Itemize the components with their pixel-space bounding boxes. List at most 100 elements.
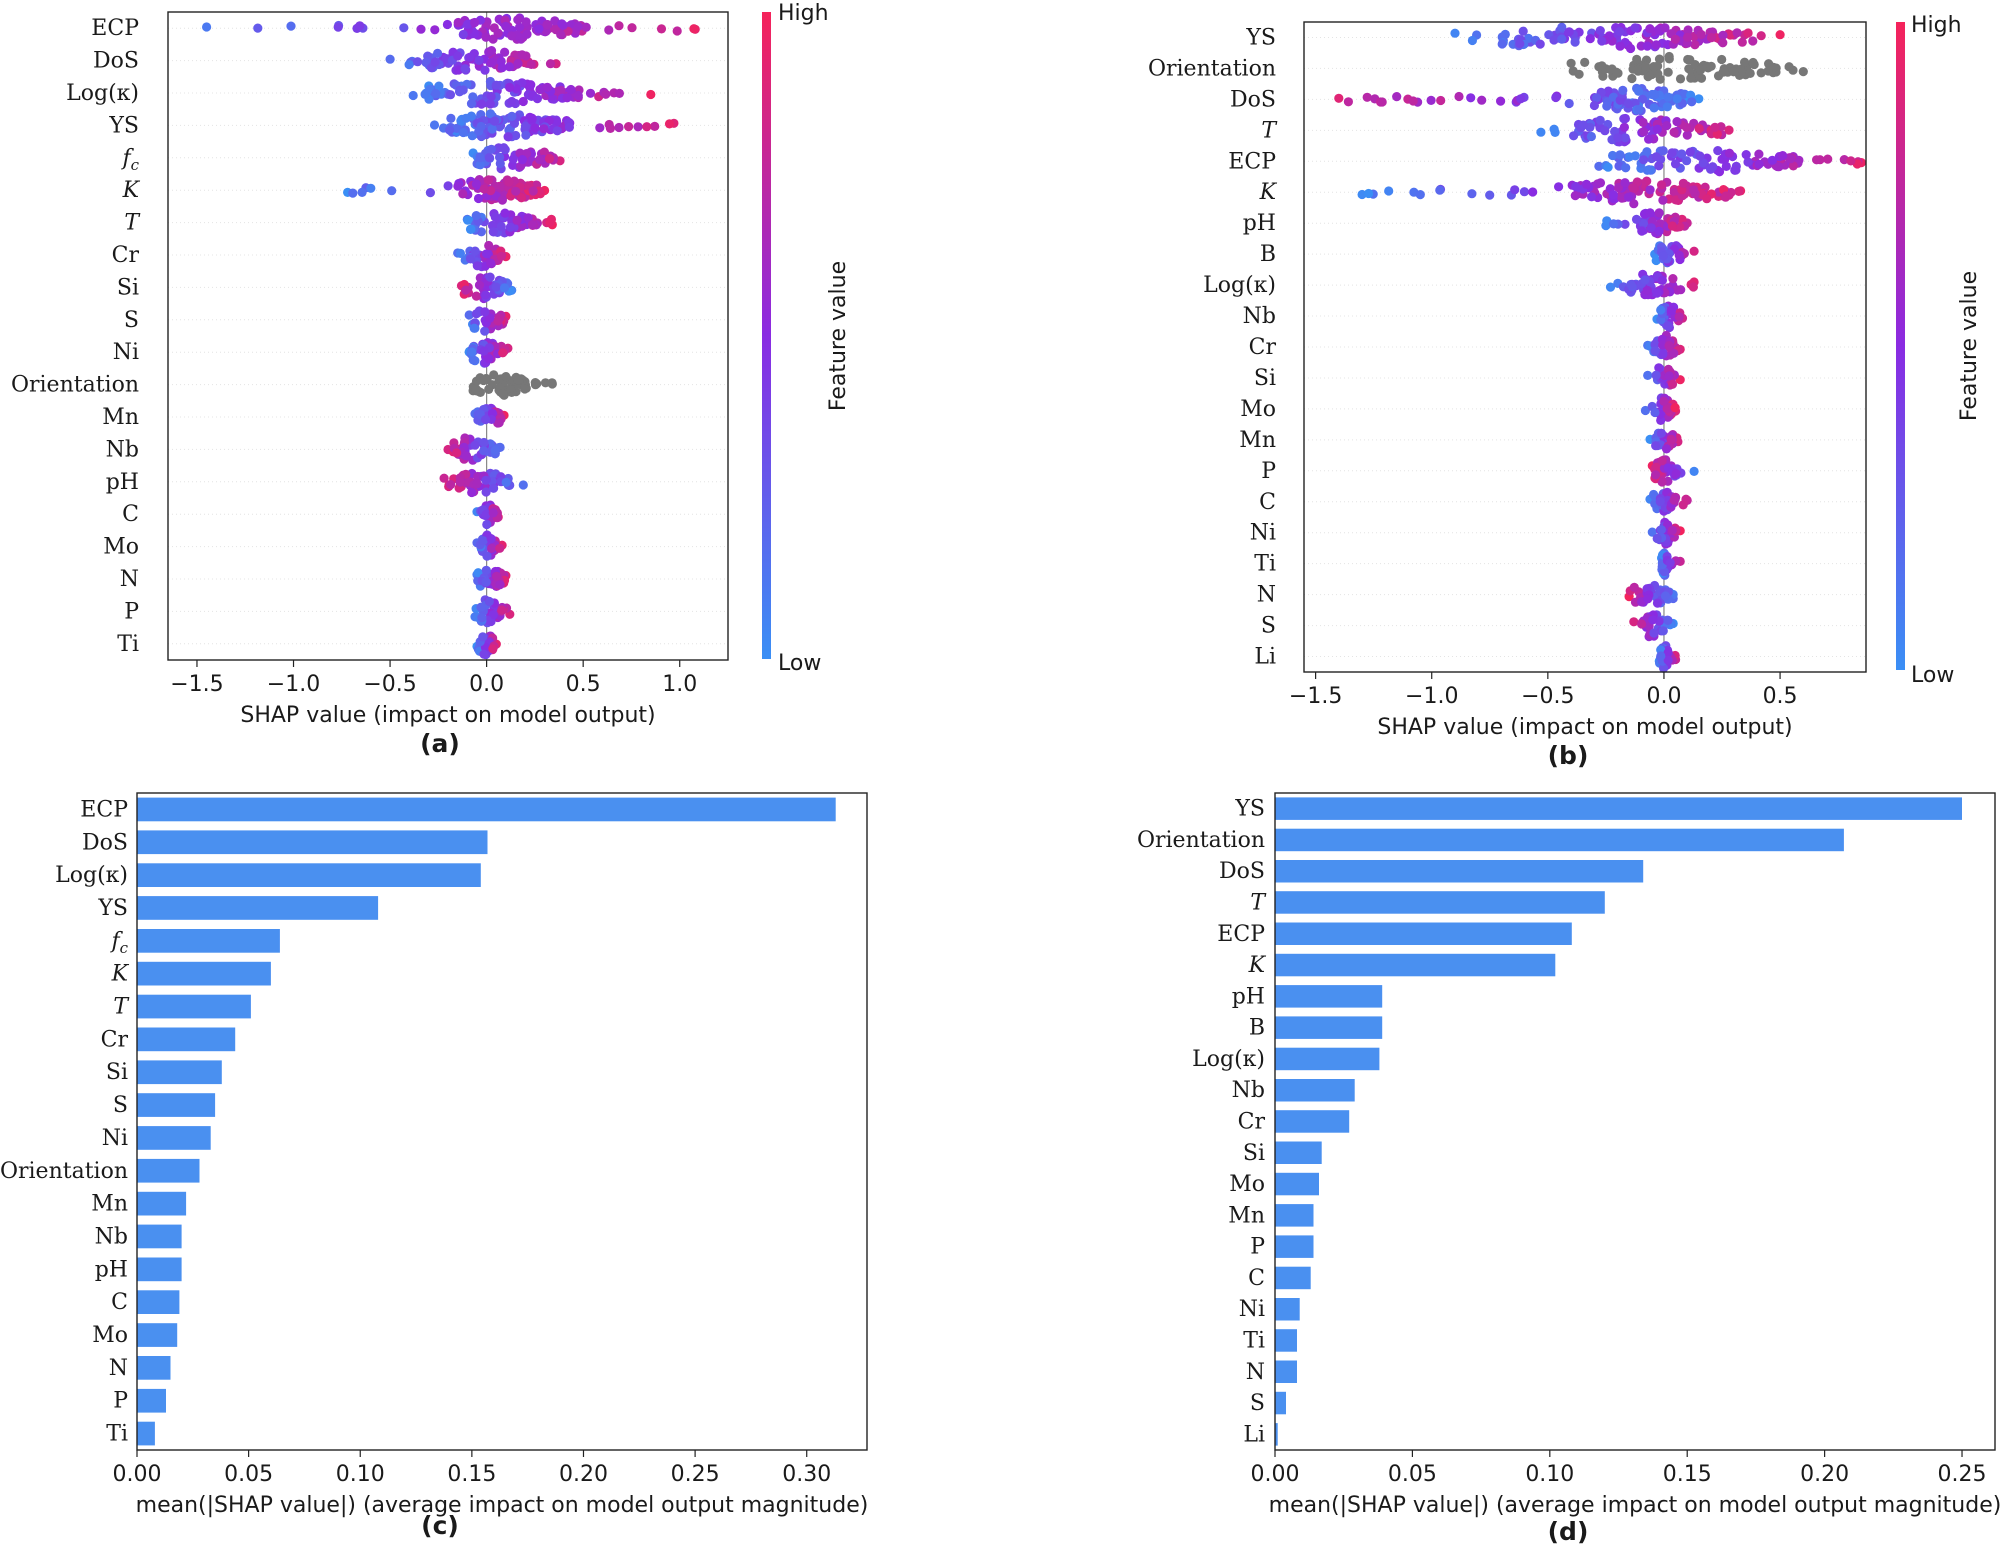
panel-d-bar-ti [1275,1329,1297,1352]
panel-b-feature-label: Cr [1249,335,1277,360]
panel-b-shap-point [1653,69,1663,79]
panel-b-feature-label: YS [1245,25,1276,50]
panel-a-shap-point [463,215,473,225]
panel-a-shap-point [460,64,470,74]
panel-b-shap-point [1557,34,1567,44]
panel-d-category-label: Nb [1232,1078,1265,1103]
panel-a-shap-point [480,307,490,317]
panel-a-shap-point [461,113,471,123]
panel-d-bar-k [1275,953,1556,977]
panel-a-shap-point [357,187,367,197]
panel-b-shap-point [1549,35,1559,45]
panel-b-feature-label: P [1261,459,1276,484]
panel-b-shap-point [1570,37,1580,47]
panel-a-shap-point [470,246,480,256]
colorbar-a-title: Feature value [826,261,851,411]
panel-a-shap-point [517,155,528,165]
panel-b-shap-point [1651,370,1661,380]
panel-c-category-label: pH [95,1257,128,1282]
panel-b-x-axis-label: SHAP value (impact on model output) [1377,715,1792,740]
panel-a-shap-point [458,127,468,138]
panel-b-shap-point [1706,61,1716,71]
panel-a-shap-point [614,88,625,98]
panel-c-category-label: Nb [95,1224,128,1249]
panel-b-feature-label: Li [1254,645,1276,670]
panel-c-category-label: Orientation [0,1159,128,1184]
panel-a-shap-point [486,58,497,68]
panel-a-shap-point [573,21,583,31]
panel-a-shap-point [556,85,566,95]
panel-a-shap-point [430,25,440,35]
colorbar-a-high-label: High [778,1,829,26]
panel-a-shap-point [430,57,440,67]
panel-a-xtick-label: 0.0 [469,672,504,697]
panel-a-shap-point [458,189,468,199]
panel-b-shap-point [1678,500,1688,510]
panel-c-label: (c) [421,1511,459,1540]
panel-a-shap-point [446,480,456,490]
panel-b-shap-point [1649,103,1659,113]
panel-b-shap-point [1677,149,1687,159]
panel-b-shap-point [1667,148,1677,158]
panel-c-bar-orientation [137,1158,200,1183]
panel-b-shap-point [1594,161,1604,171]
panel-b-shap-point [1724,148,1735,158]
panel-b-shap-point [1654,226,1664,236]
panel-a-shap-point [542,82,552,92]
colorbar-b-high-label: High [1911,13,1962,38]
panel-b-shap-point [1585,34,1595,44]
panel-d-bar-nb [1275,1079,1355,1102]
panel-b-shap-point [1661,444,1672,454]
panel-a-shap-point [491,571,502,581]
panel-a-shap-point [539,147,550,157]
panel-b-shap-point [1663,615,1673,626]
panel-b-shap-point [1629,582,1639,593]
panel-b-shap-point [1659,396,1669,406]
panel-a-shap-point [499,143,509,153]
panel-a-feature-label: Log(κ) [66,81,139,106]
panel-b-shap-point [1516,94,1526,104]
panel-b-shap-point [1672,117,1682,127]
panel-a-shap-point [475,153,485,163]
panel-a-shap-point [476,99,487,109]
panel-b-shap-point [1656,428,1666,438]
panel-a-feature-label: pH [106,470,139,495]
panel-a-feature-label: Cr [112,243,140,268]
panel-a-shap-point [500,47,510,57]
panel-b-shap-point [1620,178,1630,188]
panel-b-shap-point [1571,181,1581,192]
panel-b-shap-point [1620,219,1630,229]
panel-a-shap-point [633,122,643,132]
panel-b-shap-point [1658,195,1668,205]
panel-a-shap-point [471,384,481,394]
panel-b-shap-point [1669,348,1679,358]
panel-a-shap-point [434,81,444,91]
panel-a-shap-point [486,46,497,56]
panel-a-shap-point [650,121,660,131]
panel-a-feature-label: Ni [113,340,139,365]
panel-b-shap-point [1651,462,1662,472]
panel-a-shap-point [585,88,596,98]
panel-a-shap-point [471,291,481,301]
panel-a-shap-point [490,212,500,222]
panel-a-shap-point [481,290,491,300]
panel-a-shap-point [385,54,395,64]
panel-a-shap-point [520,384,530,394]
panel-a-shap-point [656,24,667,34]
panel-a-shap-point [504,177,514,187]
panel-a-shap-point [530,123,540,133]
panel-b-shap-point [1745,68,1755,78]
panel-b-shap-point [1650,89,1660,100]
panel-a-shap-point [366,183,376,193]
panel-a-shap-point [470,440,480,450]
panel-b-shap-point [1634,86,1644,96]
panel-a-shap-point [495,580,505,590]
panel-b-shap-point [1603,162,1613,172]
panel-b-shap-point [1657,477,1667,487]
panel-b-feature-label: Mn [1239,428,1276,453]
panel-a-shap-point [604,25,614,35]
panel-a-shap-point [463,19,473,29]
panel-b-shap-point [1812,155,1822,165]
panel-a-shap-point [547,378,557,388]
panel-b-shap-point [1656,180,1667,190]
